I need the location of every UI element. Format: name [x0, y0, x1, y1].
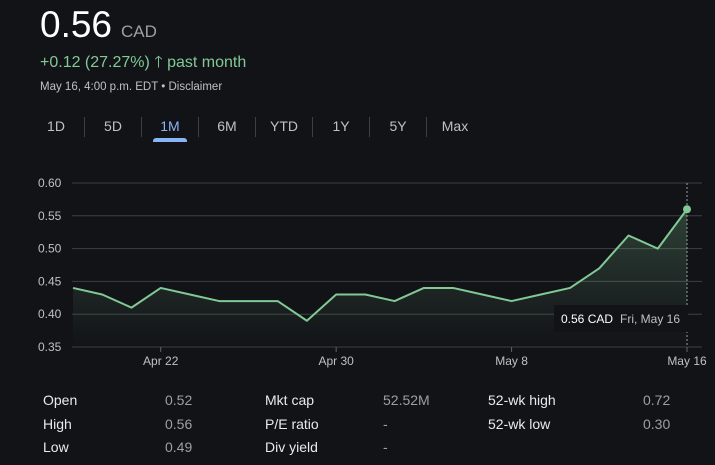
change-value: +0.12 (27.27%) [40, 54, 150, 71]
stat-value: 0.72 [643, 392, 671, 408]
tab-divider [84, 117, 85, 137]
tab-1m[interactable]: 1M [147, 114, 193, 142]
arrow-up-icon: 🡑 [154, 54, 163, 71]
stat-value: 0.52 [165, 392, 193, 408]
y-tick-label: 0.40 [38, 307, 62, 321]
x-tick-label: May 16 [667, 354, 707, 368]
data-point [683, 205, 691, 214]
tab-5d[interactable]: 5D [104, 118, 122, 134]
stat-value: 0.49 [165, 439, 193, 455]
currency-label: CAD [121, 22, 157, 41]
current-price: 0.56 [40, 4, 113, 45]
stat-label: 52-wk low [488, 416, 551, 432]
y-tick-label: 0.60 [38, 176, 62, 190]
tooltip-value: 0.56 CAD [561, 312, 613, 326]
tab-divider [369, 117, 370, 137]
stat-value: - [383, 439, 388, 455]
stat-label: P/E ratio [265, 416, 319, 432]
tooltip-box [554, 305, 688, 332]
price-chart[interactable]: 0.60 0.55 0.50 0.45 0.40 0.35 Apr 22 Apr 30 May … [0, 0, 715, 385]
stat-value: 0.30 [643, 416, 671, 432]
tab-6m[interactable]: 6M [217, 118, 237, 134]
price-line [72, 208, 688, 322]
tooltip-date: Fri, May 16 [620, 312, 680, 326]
tab-ytd[interactable]: YTD [270, 118, 298, 134]
stat-label: High [43, 416, 72, 432]
y-tick-label: 0.35 [38, 340, 62, 354]
stat-label: Open [43, 392, 78, 408]
tab-1d[interactable]: 1D [47, 118, 65, 134]
tab-1y[interactable]: 1Y [332, 118, 350, 134]
y-tick-label: 0.50 [38, 242, 62, 256]
stat-label: Div yield [265, 439, 318, 455]
x-tick-label: Apr 22 [143, 354, 179, 368]
area-fill [73, 209, 687, 347]
stat-label: Mkt cap [265, 392, 315, 408]
x-tick-label: Apr 30 [318, 354, 354, 368]
tab-max[interactable]: Max [441, 118, 469, 134]
stat-value: 52.52M [383, 392, 430, 408]
tab-5y[interactable]: 5Y [389, 118, 407, 134]
stat-value: - [383, 416, 388, 432]
timestamp: May 16, 4:00 p.m. EDT [40, 81, 159, 93]
tab-divider [255, 117, 256, 137]
tab-divider [312, 117, 313, 137]
tab-divider [426, 117, 427, 137]
tab-divider [198, 117, 199, 137]
stat-label: Low [43, 439, 69, 455]
disclaimer-link[interactable]: Disclaimer [168, 81, 223, 93]
timestamp-line: May 16, 4:00 p.m. EDT • Disclaimer [40, 81, 222, 93]
y-tick-label: 0.45 [38, 274, 62, 288]
stat-value: 0.56 [165, 416, 193, 432]
stat-label: 52-wk high [488, 392, 556, 408]
tab-divider [141, 117, 142, 137]
x-tick-label: May 8 [495, 354, 528, 368]
separator: • [161, 81, 166, 93]
y-tick-label: 0.55 [38, 209, 62, 223]
change-period: past month [167, 54, 247, 71]
price-change: +0.12 (27.27%) 🡑 past month [40, 51, 246, 78]
